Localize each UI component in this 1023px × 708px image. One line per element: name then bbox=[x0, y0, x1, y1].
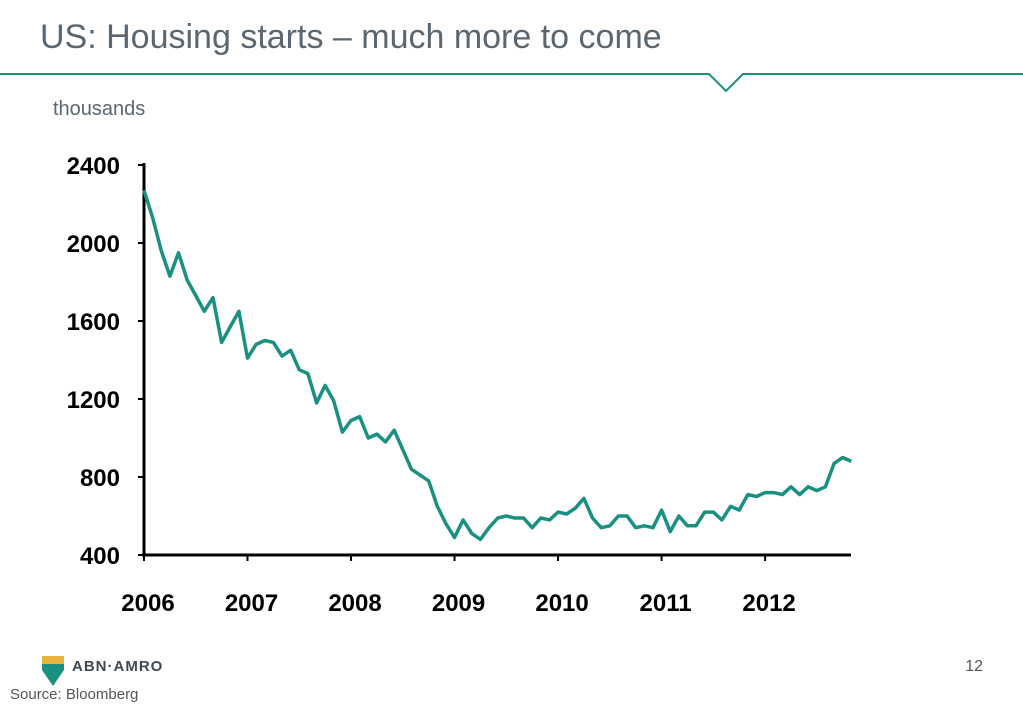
x-tick-label: 2008 bbox=[328, 590, 381, 617]
page-number: 12 bbox=[965, 658, 983, 675]
y-tick-label: 1200 bbox=[67, 387, 120, 414]
y-tick-label: 800 bbox=[80, 465, 120, 492]
shield-icon bbox=[42, 656, 64, 686]
x-tick-label: 2011 bbox=[640, 590, 692, 617]
line-chart: 400 800 1200 1600 2000 2400 2006 2007 2008 2009 20… bbox=[67, 153, 853, 617]
page-title: US: Housing starts – much more to come bbox=[40, 18, 662, 56]
x-tick-label: 2010 bbox=[535, 590, 588, 617]
x-tick-label: 2006 bbox=[121, 590, 174, 617]
x-tick-label: 2007 bbox=[225, 590, 278, 617]
title-rule bbox=[0, 73, 1023, 93]
logo-text: ABN·AMRO bbox=[72, 657, 164, 675]
x-tick-label: 2009 bbox=[432, 590, 485, 617]
y-tick-label: 400 bbox=[80, 543, 120, 570]
unit-label: thousands bbox=[53, 98, 146, 120]
y-tick-label: 2000 bbox=[67, 231, 120, 258]
series-line bbox=[142, 189, 853, 542]
abn-amro-logo: ABN·AMRO bbox=[42, 656, 163, 686]
y-tick-label: 2400 bbox=[67, 153, 120, 180]
y-tick-label: 1600 bbox=[67, 309, 120, 336]
x-tick-label: 2012 bbox=[742, 590, 795, 617]
source-note: Source: Bloomberg bbox=[10, 686, 139, 703]
